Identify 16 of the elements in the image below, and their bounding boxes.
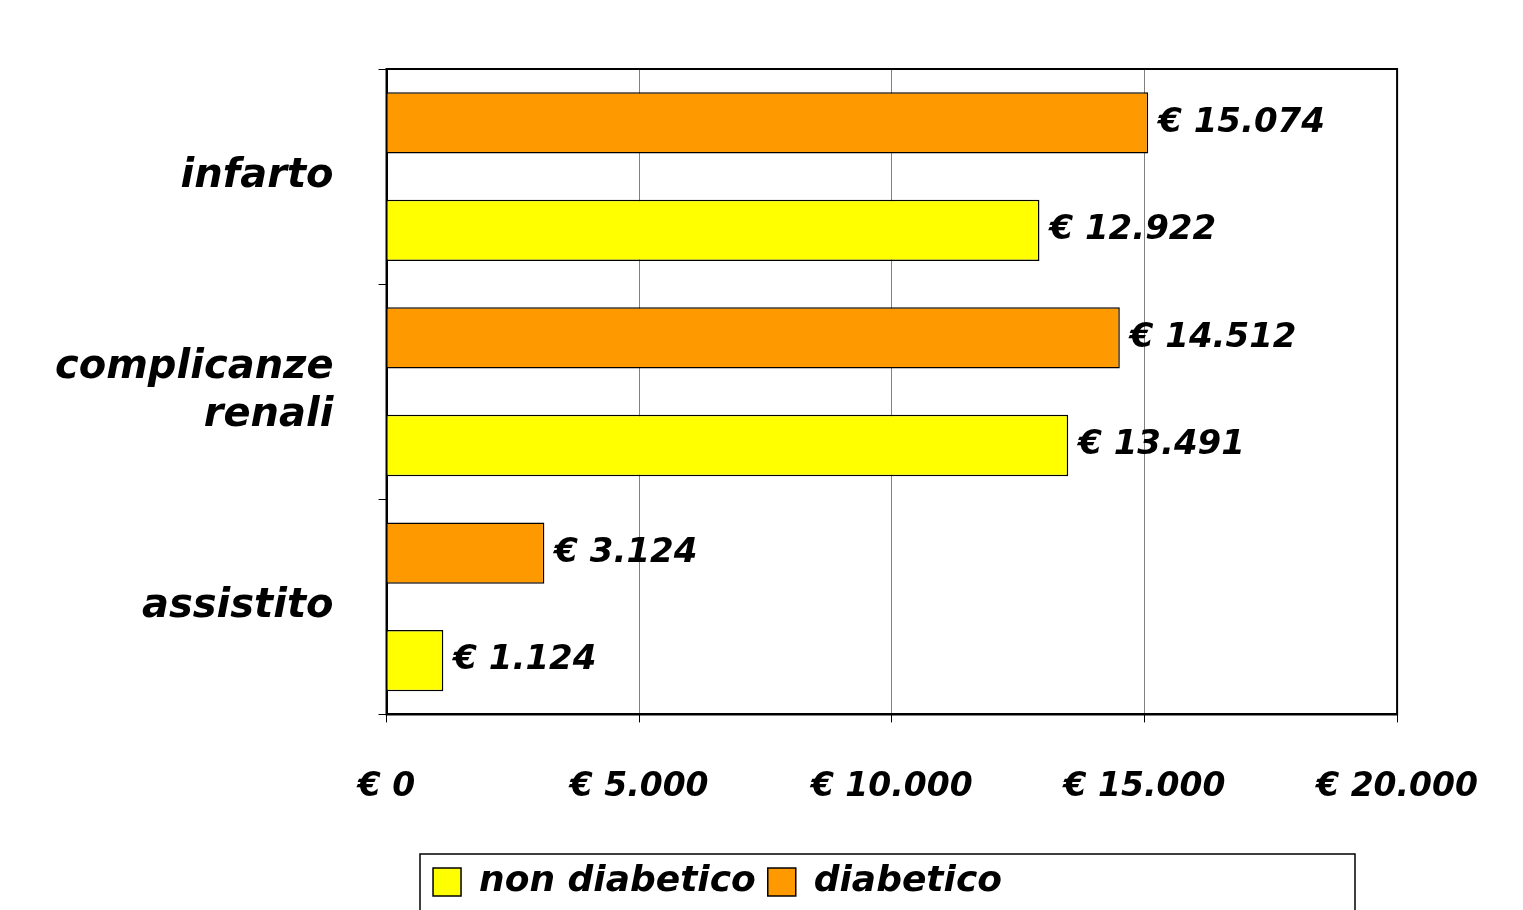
data-label: € 15.074 xyxy=(1156,99,1325,140)
y-tick-label: complicanze renali xyxy=(55,341,335,436)
x-tick-label: € 15.000 xyxy=(1061,764,1226,804)
x-tick-label: € 10.000 xyxy=(808,764,973,804)
data-label: € 3.124 xyxy=(552,529,698,570)
data-label: € 12.922 xyxy=(1047,207,1217,248)
data-label: € 14.512 xyxy=(1127,314,1297,355)
legend-label: non diabetico xyxy=(479,858,756,900)
y-tick-label: assistito xyxy=(141,580,334,627)
x-tick-label: € 20.000 xyxy=(1314,764,1478,804)
data-label: € 13.491 xyxy=(1076,422,1245,463)
x-tick-label: € 5.000 xyxy=(567,764,709,804)
y-tick-label: infarto xyxy=(180,149,334,196)
x-tick-label: € 0 xyxy=(355,764,416,804)
legend-label: diabetico xyxy=(813,858,1002,900)
data-label: € 1.124 xyxy=(451,637,597,678)
